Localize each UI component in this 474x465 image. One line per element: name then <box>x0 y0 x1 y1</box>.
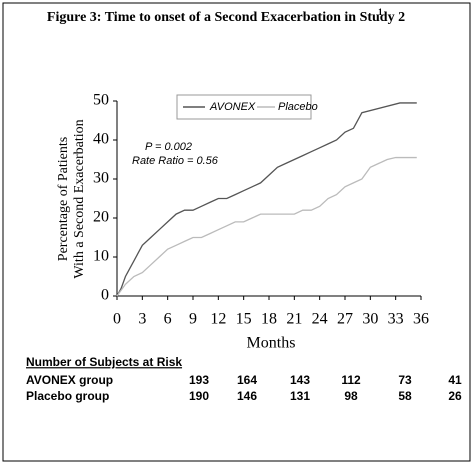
x-tick-label: 24 <box>312 311 328 328</box>
x-tick-label: 6 <box>164 311 172 328</box>
x-tick-label: 12 <box>210 311 226 328</box>
table-cell: 164 <box>237 373 257 387</box>
y-tick-label: 40 <box>93 131 109 148</box>
y-tick-label: 30 <box>93 170 109 187</box>
table-cell: 193 <box>189 373 209 387</box>
y-tick-label: 10 <box>93 248 109 265</box>
legend-label: AVONEX <box>209 101 256 113</box>
table-cell: 190 <box>189 389 209 403</box>
title-note: 1 <box>378 7 383 17</box>
table-cell: 98 <box>344 389 358 403</box>
table-cell: 143 <box>290 373 310 387</box>
x-tick-label: 30 <box>362 311 378 328</box>
y-axis-label: With a Second Exacerbation <box>72 119 87 278</box>
y-tick-label: 50 <box>93 92 109 109</box>
table-cell: 41 <box>448 373 462 387</box>
x-tick-label: 21 <box>286 311 302 328</box>
x-axis-label: Months <box>247 335 296 352</box>
table-title: Number of Subjects at Risk <box>26 355 182 369</box>
x-tick-label: 36 <box>413 311 429 328</box>
table-cell: 58 <box>398 389 412 403</box>
legend-label: Placebo <box>278 101 318 113</box>
row-label: Placebo group <box>26 389 109 403</box>
x-tick-label: 15 <box>236 311 252 328</box>
series-line <box>116 156 417 297</box>
annotation: Rate Ratio = 0.56 <box>132 155 219 167</box>
chart-title: Figure 3: Time to onset of a Second Exac… <box>47 10 405 25</box>
x-tick-label: 18 <box>261 311 277 328</box>
x-tick-label: 9 <box>189 311 197 328</box>
annotation: P = 0.002 <box>145 141 192 153</box>
table-cell: 131 <box>290 389 310 403</box>
table-cell: 146 <box>237 389 257 403</box>
frame <box>2 2 471 462</box>
table-cell: 26 <box>448 389 462 403</box>
table-cell: 73 <box>398 373 412 387</box>
y-tick-label: 20 <box>93 209 109 226</box>
table-cell: 112 <box>341 373 361 387</box>
x-tick-label: 33 <box>388 311 404 328</box>
y-axis-label: Percentage of Patients <box>56 137 71 261</box>
y-tick-label: 0 <box>101 287 109 304</box>
x-tick-label: 0 <box>113 311 121 328</box>
row-label: AVONEX group <box>26 373 113 387</box>
series-line <box>116 102 417 297</box>
x-tick-label: 3 <box>138 311 146 328</box>
x-tick-label: 27 <box>337 311 353 328</box>
